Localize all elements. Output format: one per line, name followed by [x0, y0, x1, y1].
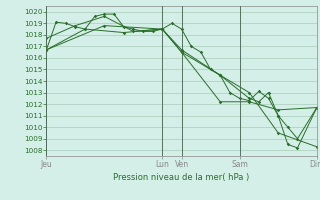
X-axis label: Pression niveau de la mer( hPa ): Pression niveau de la mer( hPa ): [114, 173, 250, 182]
